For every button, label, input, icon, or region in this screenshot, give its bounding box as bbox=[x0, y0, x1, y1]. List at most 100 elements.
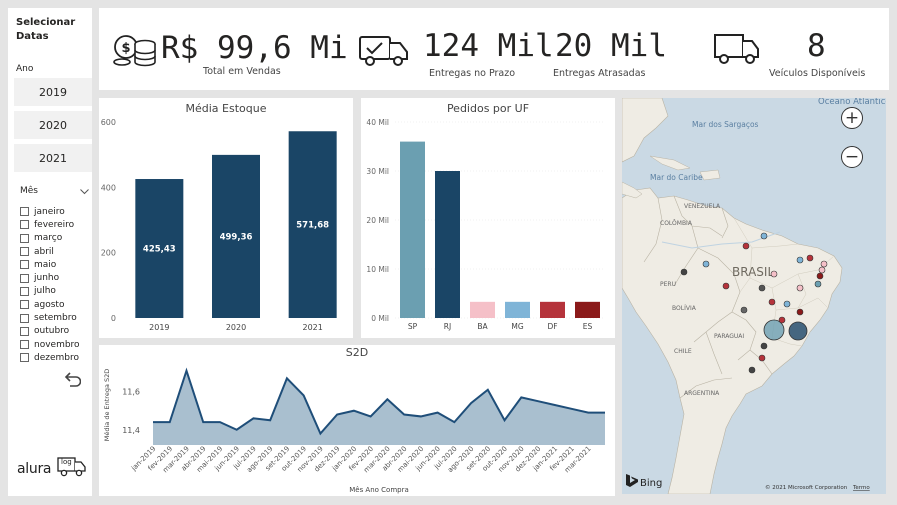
map-terms-link[interactable]: Termo bbox=[852, 485, 870, 491]
chevron-down-icon[interactable] bbox=[80, 189, 89, 195]
month-item-dezembro[interactable]: dezembro bbox=[20, 351, 92, 364]
y-tick-label: 40 Mil bbox=[366, 118, 389, 127]
bar-BA[interactable] bbox=[470, 301, 495, 318]
bubble-ba[interactable] bbox=[796, 284, 804, 292]
delivery-map[interactable]: Oceano Atlântico Mar dos Sargaços Mar do… bbox=[622, 98, 886, 494]
delivery-bubbles[interactable] bbox=[680, 232, 828, 374]
bubble-pi[interactable] bbox=[796, 256, 804, 264]
bubble-pe[interactable] bbox=[816, 272, 824, 280]
bubble-pr[interactable] bbox=[760, 342, 768, 350]
year-button-2020[interactable]: 2020 bbox=[14, 111, 92, 139]
bubble-ce[interactable] bbox=[806, 254, 814, 262]
cuba-island bbox=[649, 155, 691, 171]
checkbox[interactable] bbox=[20, 313, 29, 323]
month-item-agosto[interactable]: agosto bbox=[20, 298, 92, 311]
bar-2021[interactable] bbox=[288, 131, 337, 318]
y-tick-label: 0 bbox=[111, 314, 116, 323]
checkbox[interactable] bbox=[20, 286, 29, 296]
svg-text:$: $ bbox=[121, 41, 130, 56]
x-tick-label: 2020 bbox=[226, 323, 246, 332]
bubble-rn[interactable] bbox=[820, 260, 828, 268]
bar-MG[interactable] bbox=[505, 301, 530, 318]
month-checkbox-list: janeiro fevereiro março abril maio junho… bbox=[20, 205, 92, 365]
delivery-truck-icon bbox=[359, 36, 408, 66]
year-button-2019[interactable]: 2019 bbox=[14, 78, 92, 106]
checkbox[interactable] bbox=[20, 233, 29, 243]
month-text: maio bbox=[34, 259, 57, 270]
month-text: abril bbox=[34, 246, 54, 257]
year-button-2021[interactable]: 2021 bbox=[14, 144, 92, 172]
map-label-caribe: Mar do Caribe bbox=[650, 173, 703, 182]
map-label-argentina: ARGENTINA bbox=[684, 390, 720, 397]
checkbox[interactable] bbox=[20, 340, 29, 350]
bubble-pa[interactable] bbox=[742, 242, 750, 250]
bing-logo: Bing bbox=[626, 474, 662, 489]
checkbox[interactable] bbox=[20, 273, 29, 283]
s2d-svg: 11,411,6jan-2019fev-2019mar-2019abr-2019… bbox=[103, 367, 605, 494]
checkbox[interactable] bbox=[20, 326, 29, 336]
month-item-julho[interactable]: julho bbox=[20, 285, 92, 298]
bubble-to[interactable] bbox=[770, 270, 778, 278]
month-item-marco[interactable]: março bbox=[20, 232, 92, 245]
month-text: outubro bbox=[34, 326, 70, 337]
bubble-rs[interactable] bbox=[748, 366, 756, 374]
bubble-sp-interior[interactable] bbox=[778, 316, 786, 324]
bar-DF[interactable] bbox=[540, 301, 565, 318]
checkbox[interactable] bbox=[20, 247, 29, 257]
checkbox[interactable] bbox=[20, 207, 29, 217]
truck-icon bbox=[714, 34, 759, 64]
y-axis-title: Média de Entrega S2D bbox=[103, 369, 111, 442]
pedidos-por-uf-svg: 0 Mil 10 Mil 20 Mil 30 Mil 40 Mil SP RJ BA MG DF E… bbox=[366, 118, 605, 331]
bar-ES[interactable] bbox=[575, 301, 600, 318]
bubble-ap[interactable] bbox=[760, 232, 768, 240]
x-tick-label: 2021 bbox=[302, 323, 322, 332]
bubble-go[interactable] bbox=[758, 284, 766, 292]
bubble-ro[interactable] bbox=[702, 260, 710, 268]
bubble-df[interactable] bbox=[768, 298, 776, 306]
x-tick-label: 2019 bbox=[149, 323, 169, 332]
checkbox[interactable] bbox=[20, 353, 29, 363]
checkbox[interactable] bbox=[20, 220, 29, 230]
checkbox[interactable] bbox=[20, 300, 29, 310]
bubble-al[interactable] bbox=[814, 280, 822, 288]
month-item-abril[interactable]: abril bbox=[20, 245, 92, 258]
reset-filter-icon[interactable] bbox=[63, 371, 81, 387]
bubble-sp[interactable] bbox=[763, 319, 785, 341]
y-tick-label: 11,6 bbox=[122, 388, 140, 397]
late-deliveries-label: Entregas Atrasadas bbox=[553, 68, 646, 79]
month-item-novembro[interactable]: novembro bbox=[20, 338, 92, 351]
bar-RJ[interactable] bbox=[435, 171, 460, 318]
bubble-es[interactable] bbox=[796, 308, 804, 316]
bubble-sc[interactable] bbox=[758, 354, 766, 362]
zoom-out-button[interactable]: − bbox=[841, 146, 863, 168]
x-tick-label: SP bbox=[408, 322, 418, 331]
bubble-pb[interactable] bbox=[818, 266, 826, 274]
month-item-outubro[interactable]: outubro bbox=[20, 325, 92, 338]
month-item-setembro[interactable]: setembro bbox=[20, 311, 92, 324]
money-coins-icon: $ bbox=[113, 35, 156, 67]
y-tick-label: 11,4 bbox=[122, 426, 140, 435]
month-item-fevereiro[interactable]: fevereiro bbox=[20, 218, 92, 231]
late-deliveries-value: 20 Mil bbox=[555, 28, 667, 64]
month-text: dezembro bbox=[34, 352, 79, 363]
month-item-maio[interactable]: maio bbox=[20, 258, 92, 271]
zoom-in-button[interactable]: + bbox=[841, 107, 863, 129]
data-label: 425,43 bbox=[143, 245, 176, 255]
month-text: julho bbox=[34, 286, 56, 297]
s2d-line[interactable] bbox=[153, 367, 605, 436]
bubble-ms[interactable] bbox=[740, 306, 748, 314]
month-item-janeiro[interactable]: janeiro bbox=[20, 205, 92, 218]
bubble-mg[interactable] bbox=[783, 300, 791, 308]
bar-2019[interactable] bbox=[135, 179, 184, 318]
data-label: 499,36 bbox=[220, 232, 253, 242]
bubble-mt[interactable] bbox=[722, 282, 730, 290]
checkbox[interactable] bbox=[20, 260, 29, 270]
map-canvas[interactable]: Oceano Atlântico Mar dos Sargaços Mar do… bbox=[622, 98, 886, 494]
month-item-junho[interactable]: junho bbox=[20, 271, 92, 284]
bubble-am[interactable] bbox=[680, 268, 688, 276]
month-dropdown-header[interactable]: Mês bbox=[20, 186, 90, 196]
map-label-venezuela: VENEZUELA bbox=[684, 203, 721, 210]
bubble-rj[interactable] bbox=[788, 321, 808, 341]
bar-SP[interactable] bbox=[400, 141, 425, 318]
bar-2020[interactable] bbox=[212, 154, 260, 318]
